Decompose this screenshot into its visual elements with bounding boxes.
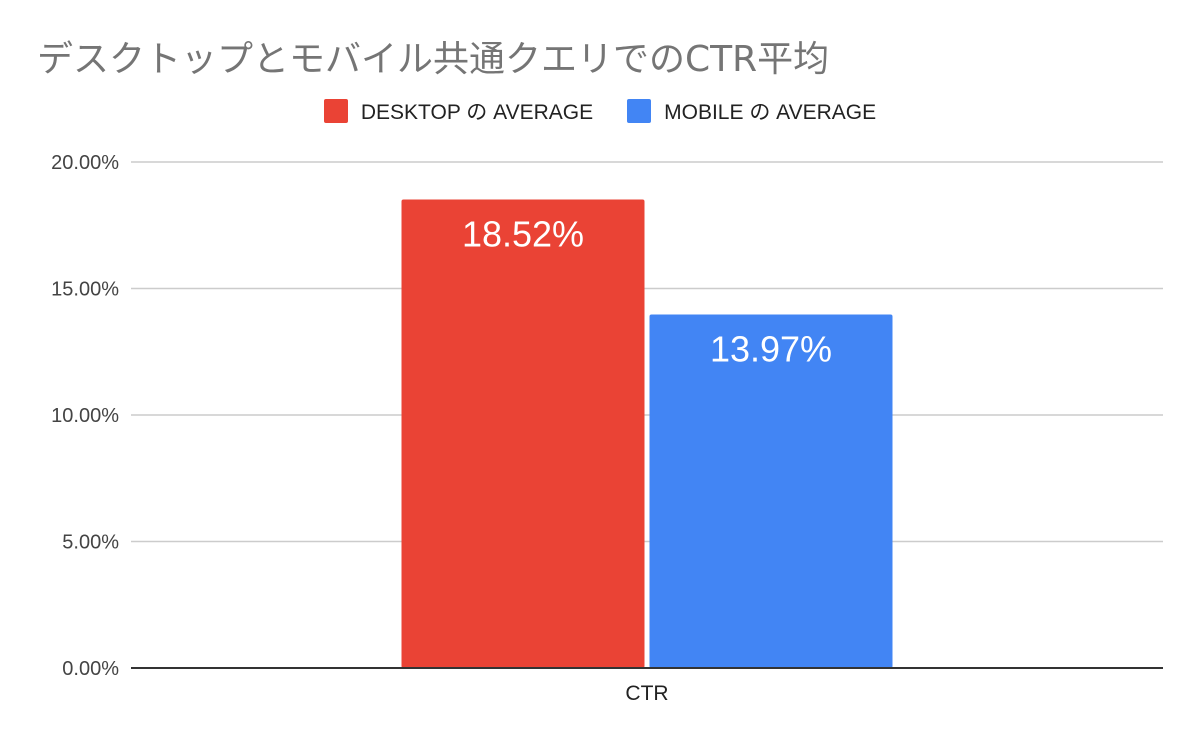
legend-item-desktop[interactable]: DESKTOP の AVERAGE — [323, 96, 594, 126]
y-tick-label: 0.00% — [62, 658, 119, 680]
bar-mobile — [649, 314, 893, 668]
y-tick-label: 10.00% — [51, 405, 119, 427]
legend-swatch-mobile — [627, 99, 652, 123]
legend-label-desktop: DESKTOP の AVERAGE — [360, 101, 594, 124]
data-labels: 18.52% 13.97% — [462, 213, 832, 369]
x-axis-ticks: CTR — [625, 682, 668, 705]
chart-title: デスクトップとモバイル共通クエリでのCTR平均 — [37, 39, 830, 80]
y-tick-label: 5.00% — [62, 532, 119, 554]
x-tick-label: CTR — [625, 682, 668, 705]
legend-swatch-desktop — [323, 99, 348, 123]
bar-desktop — [401, 199, 645, 668]
legend-item-mobile[interactable]: MOBILE の AVERAGE — [627, 96, 876, 126]
gridlines — [131, 161, 1163, 543]
y-tick-label: 20.00% — [51, 152, 119, 174]
legend: DESKTOP の AVERAGE MOBILE の AVERAGE — [0, 96, 1200, 126]
data-label-desktop: 18.52% — [462, 213, 584, 254]
data-label-mobile: 13.97% — [710, 329, 832, 370]
y-axis-ticks: 0.00% 5.00% 10.00% 15.00% 20.00% — [51, 152, 119, 680]
bars — [401, 199, 893, 668]
legend-label-mobile: MOBILE の AVERAGE — [664, 101, 877, 124]
y-tick-label: 15.00% — [51, 279, 119, 301]
